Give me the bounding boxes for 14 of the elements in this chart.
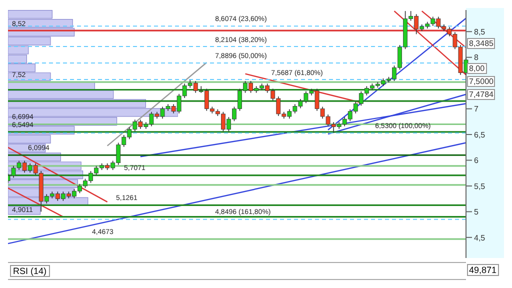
text: RSI (14) [10, 265, 50, 277]
text: 7,4784 [467, 88, 496, 100]
y-tick-label: 6 [474, 156, 479, 166]
y-tick-label: 5 [474, 208, 479, 217]
y-tick-label: 8 [474, 53, 479, 62]
y-tick-label: 7 [474, 104, 479, 114]
y-tick-label: 5,5 [474, 182, 486, 191]
text: 49,871 [467, 264, 499, 276]
y-tick-label: 6,5 [474, 130, 486, 140]
y-tick-label: 8,5 [474, 27, 486, 36]
text: 8,00 [467, 62, 487, 74]
y-tick-label: 4,5 [474, 233, 486, 242]
text: 7,5000 [467, 76, 496, 87]
text: 8,3485 [467, 38, 496, 49]
